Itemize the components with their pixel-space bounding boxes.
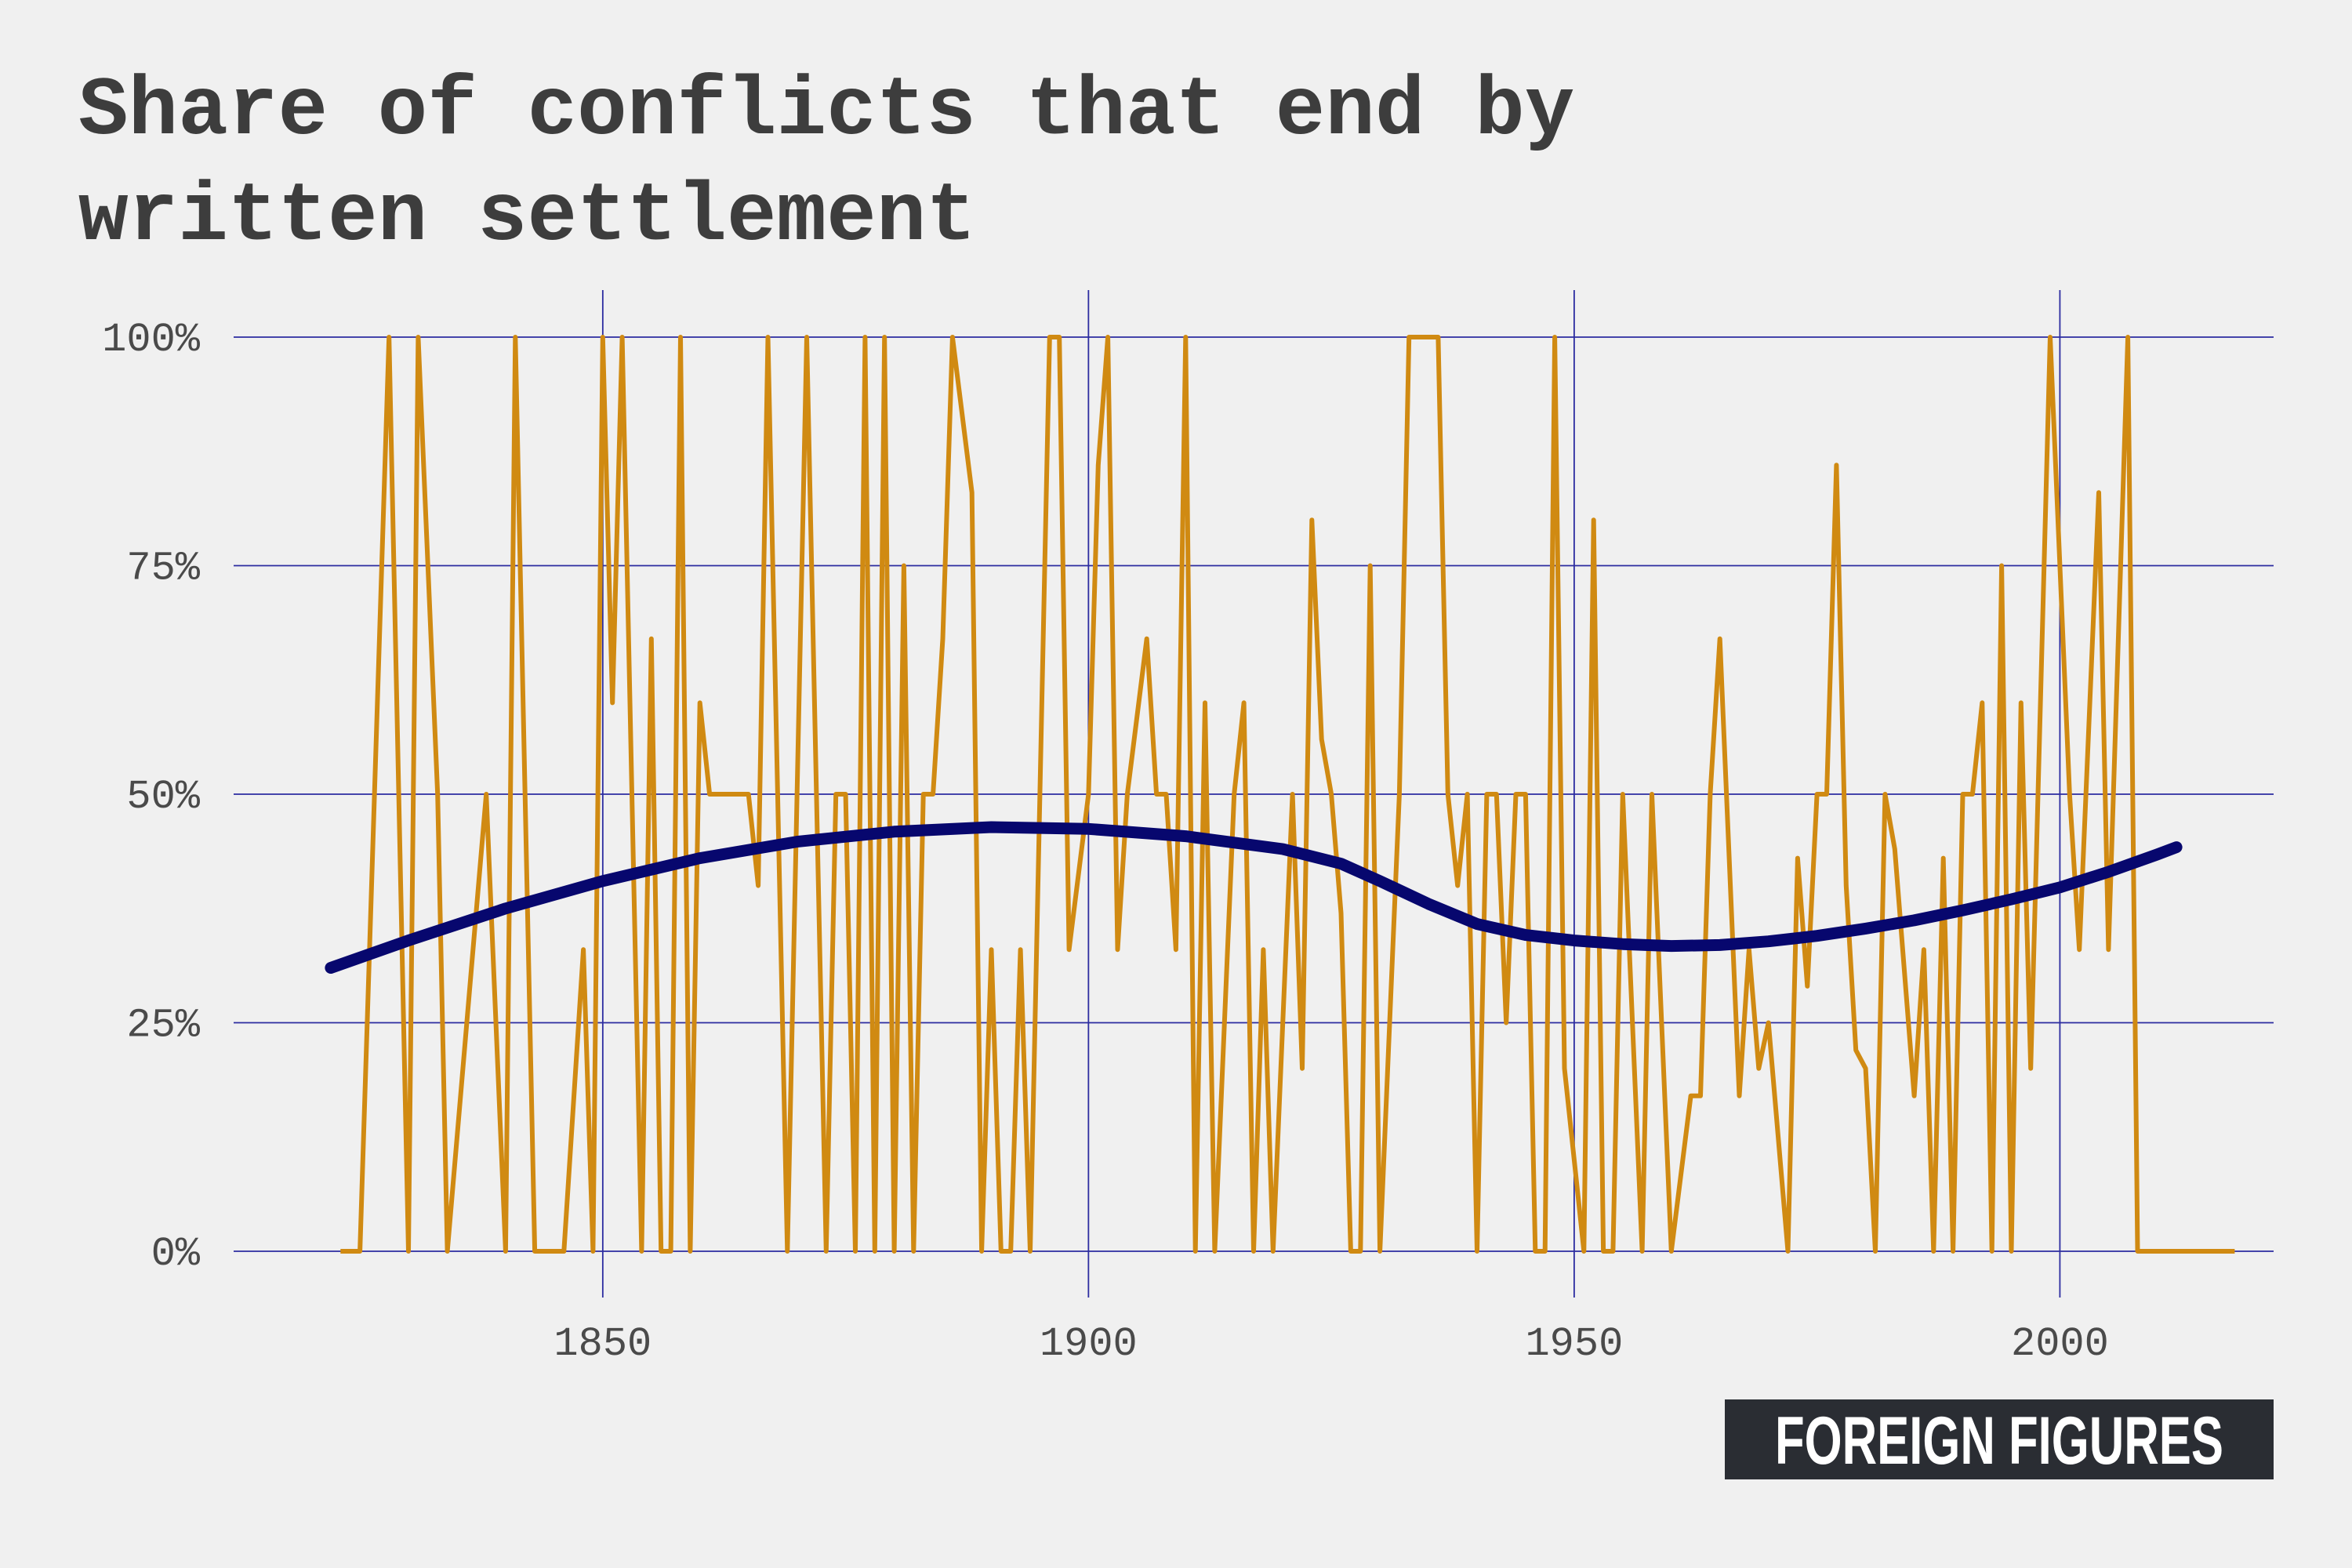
x-tick-label-2: 1950: [1525, 1321, 1623, 1367]
series-trend-line: [325, 821, 2183, 974]
foreign-figures-logo: FOREIGN FIGURES: [1725, 1399, 2274, 1479]
x-tick-label-1: 1900: [1040, 1321, 1138, 1367]
chart-title-line-2: written settlement: [78, 170, 976, 264]
y-tick-label-0: 0%: [151, 1231, 201, 1277]
y-tick-label-3: 75%: [126, 546, 200, 592]
x-tick-label-0: 1850: [554, 1321, 652, 1367]
series-settlement-share-line: [340, 335, 2235, 1254]
logo-background: [1725, 1399, 2274, 1479]
y-tick-label-1: 25%: [126, 1003, 200, 1049]
y-tick-label-2: 50%: [126, 774, 200, 820]
logo-text: FOREIGN FIGURES: [1775, 1403, 2223, 1479]
tick-labels: 0% 25% 50% 75% 100% 1850 1900 1950 2000: [102, 317, 2109, 1367]
x-tick-label-3: 2000: [2011, 1321, 2109, 1367]
chart-title-line-1: Share of conflicts that end by: [78, 64, 1574, 158]
series: [325, 335, 2235, 1254]
grid: [234, 290, 2274, 1298]
y-tick-label-4: 100%: [102, 317, 201, 363]
